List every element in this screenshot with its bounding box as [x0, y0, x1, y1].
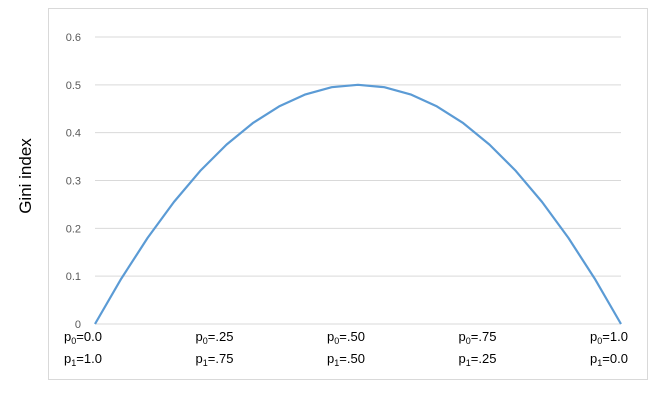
y-axis-label: Gini index — [16, 138, 35, 214]
x-tick-label-p1: p1=.75 — [196, 351, 234, 368]
y-tick-label: 0.3 — [66, 176, 81, 188]
x-tick-label-p0: p0=.75 — [459, 329, 497, 346]
x-tick-label-p1: p1=0.0 — [590, 351, 628, 368]
gini-chart: 0 0.1 0.2 0.3 0.4 0.5 0.6 p0=0.0 p1=1.0 p0=.25 p1… — [64, 32, 628, 368]
chart-area: 0 0.1 0.2 0.3 0.4 0.5 0.6 p0=0.0 p1=1.0 p0=.25 p1… — [48, 8, 648, 380]
x-axis-ticks: p0=0.0 p1=1.0 p0=.25 p1=.75 p0=.50 p1=.50 p0=.… — [64, 329, 628, 368]
x-tick-label-p0: p0=.50 — [327, 329, 365, 346]
x-tick-label-p1: p1=.25 — [459, 351, 497, 368]
y-tick-label: 0.2 — [66, 223, 81, 235]
gridlines — [95, 36, 621, 325]
x-tick-label-p0: p0=0.0 — [64, 329, 102, 346]
x-tick-label-p1: p1=.50 — [327, 351, 365, 368]
y-tick-label: 0.4 — [66, 128, 81, 140]
gini-curve — [94, 83, 622, 325]
x-tick-label-p0: p0=.25 — [196, 329, 234, 346]
y-axis-ticks: 0 0.1 0.2 0.3 0.4 0.5 0.6 — [66, 32, 81, 331]
x-tick-label-p0: p0=1.0 — [590, 329, 628, 346]
y-tick-label: 0 — [75, 319, 81, 331]
y-tick-label: 0.5 — [66, 80, 81, 92]
y-tick-label: 0.1 — [66, 271, 81, 283]
y-tick-label: 0.6 — [66, 32, 81, 44]
x-tick-label-p1: p1=1.0 — [64, 351, 102, 368]
y-axis-label-container: Gini index — [16, 138, 35, 214]
